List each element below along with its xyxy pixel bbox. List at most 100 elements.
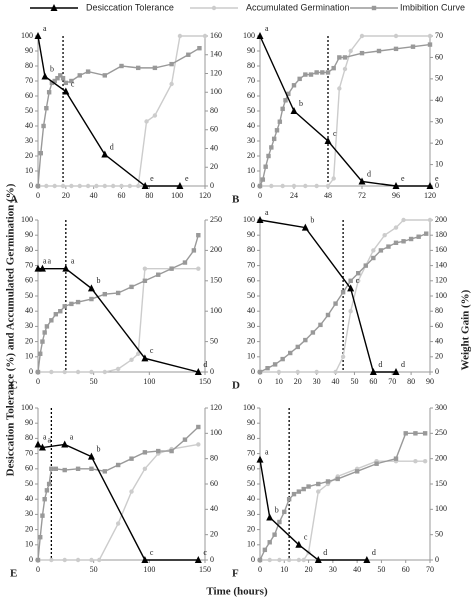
data-point <box>340 290 346 295</box>
data-point <box>97 557 102 563</box>
x-axis-title: Time (hours) <box>206 586 268 598</box>
data-point <box>426 182 434 189</box>
series-line <box>259 43 431 187</box>
data-point <box>324 137 332 144</box>
data-point <box>141 556 149 563</box>
data-point <box>141 354 149 362</box>
data-point <box>280 106 285 112</box>
data-point <box>371 248 376 253</box>
x-tick-label: 48 <box>324 191 332 200</box>
significance-letter: c <box>150 346 154 355</box>
legend-label: Desiccation Tolerance <box>86 2 174 12</box>
significance-letter: c <box>304 533 308 542</box>
data-point <box>136 351 141 356</box>
series-line <box>259 219 396 373</box>
x-tick-label: 80 <box>407 377 415 386</box>
y2-tick-label: 120 <box>435 276 447 285</box>
data-point <box>34 440 42 448</box>
x-tick-label: 100 <box>143 565 155 574</box>
data-point <box>142 266 148 271</box>
y-tick-label: 40 <box>247 121 255 130</box>
y2-tick-label: 200 <box>435 215 447 224</box>
data-point <box>393 33 399 39</box>
x-tick-label: 90 <box>426 377 434 386</box>
significance-letter: a <box>47 256 51 265</box>
data-point <box>38 443 46 451</box>
data-point <box>296 489 302 494</box>
data-point <box>413 431 418 436</box>
data-point <box>316 489 321 494</box>
y-tick-label: 90 <box>247 418 255 427</box>
data-point <box>119 183 124 189</box>
panel-label: B <box>232 194 240 206</box>
data-point <box>58 309 63 314</box>
data-point <box>348 309 353 314</box>
data-point <box>331 176 336 181</box>
axis-frame <box>37 220 206 373</box>
data-point <box>75 466 81 471</box>
data-point <box>38 150 43 156</box>
data-point <box>35 557 41 563</box>
data-point <box>136 183 141 189</box>
panel-label: C <box>10 380 18 392</box>
data-point <box>62 264 70 272</box>
data-point <box>102 73 107 78</box>
y-tick-label: 50 <box>25 291 33 300</box>
data-point <box>416 234 421 239</box>
x-tick-label: 72 <box>358 191 366 200</box>
y2-tick-label: 40 <box>210 143 218 152</box>
data-point <box>89 466 94 471</box>
y-tick-label: 70 <box>247 260 255 269</box>
data-point <box>102 291 107 297</box>
y2-tick-label: 20 <box>435 352 443 361</box>
data-point <box>77 73 82 78</box>
y-tick-label: 40 <box>247 306 255 315</box>
data-point <box>169 61 174 67</box>
significance-letter: a <box>43 24 47 33</box>
data-point <box>101 150 109 158</box>
y2-tick-label: 0 <box>435 555 439 564</box>
significance-letter: a <box>43 432 47 441</box>
x-tick-label: 30 <box>313 377 321 386</box>
data-point <box>260 177 266 182</box>
data-point <box>354 469 360 474</box>
data-point <box>38 535 43 540</box>
data-point <box>280 183 285 189</box>
y-tick-label: 50 <box>247 106 255 115</box>
y-tick-label: 20 <box>247 336 255 345</box>
data-point <box>272 532 277 537</box>
data-point <box>177 33 183 39</box>
data-point <box>277 119 283 124</box>
data-point <box>308 72 314 77</box>
y2-tick-label: 100 <box>435 504 447 513</box>
data-point <box>356 278 361 283</box>
significance-letter: d <box>323 548 327 557</box>
data-point <box>69 301 74 307</box>
axis-frame <box>37 36 206 187</box>
series-line <box>259 432 426 561</box>
y2-tick-label: 40 <box>435 336 443 345</box>
data-point <box>85 183 91 189</box>
x-tick-label: 150 <box>199 565 211 574</box>
data-point <box>369 368 377 375</box>
significance-letter: b <box>50 64 54 73</box>
data-point <box>333 301 338 306</box>
data-point <box>271 136 277 142</box>
data-point <box>156 272 161 277</box>
data-point <box>129 456 134 461</box>
data-point <box>256 32 264 39</box>
data-point <box>197 45 202 51</box>
data-point <box>348 48 353 54</box>
data-point <box>282 509 287 515</box>
y2-tick-label: 50 <box>435 529 443 538</box>
y2-tick-label: 0 <box>210 367 214 376</box>
y-tick-label: 30 <box>247 321 255 330</box>
significance-letter: b <box>96 444 100 453</box>
series-line <box>259 35 430 187</box>
y-tick-label: 40 <box>25 306 33 315</box>
data-point <box>295 369 300 375</box>
data-point <box>53 312 59 317</box>
axis-frame <box>259 408 431 561</box>
y2-tick-label: 200 <box>435 453 447 462</box>
x-tick-label: 10 <box>280 565 288 574</box>
